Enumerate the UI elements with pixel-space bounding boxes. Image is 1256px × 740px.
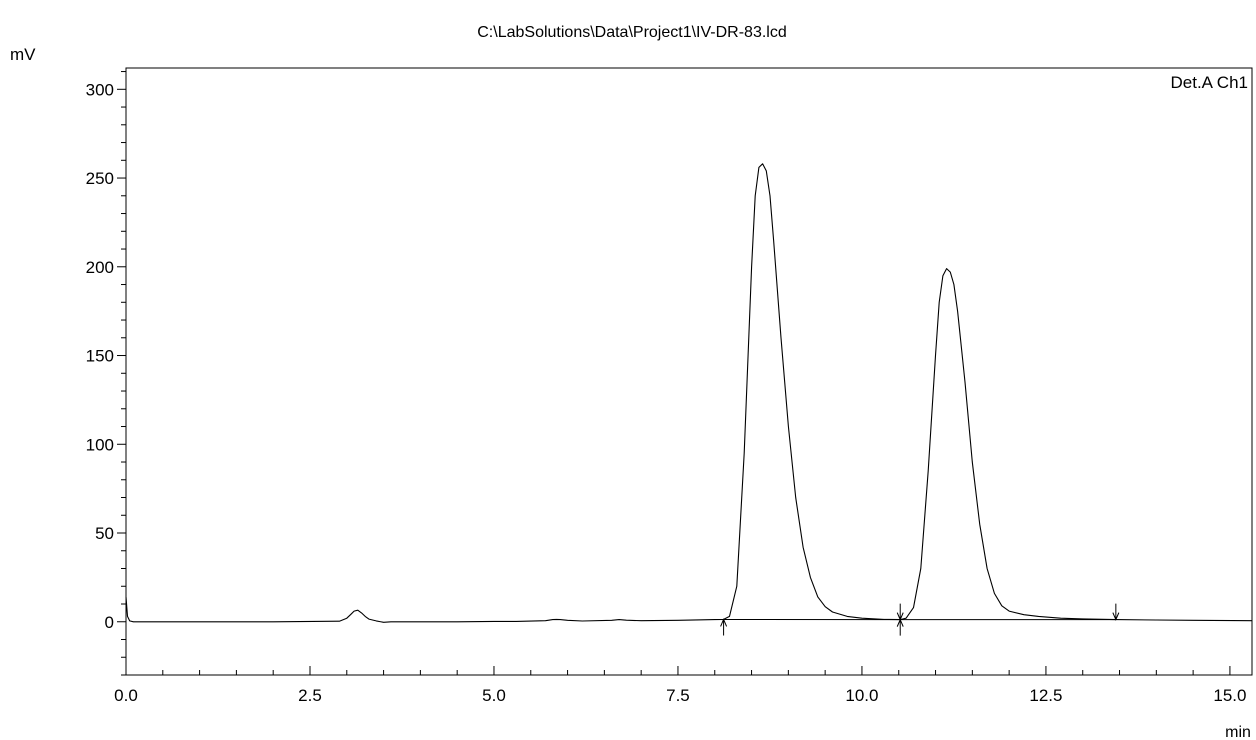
peak-start-marker xyxy=(720,618,728,636)
x-tick-label: 5.0 xyxy=(482,686,506,705)
peak-end-marker xyxy=(896,603,904,621)
x-tick-label: 7.5 xyxy=(666,686,690,705)
x-tick-label: 10.0 xyxy=(845,686,878,705)
y-axis-unit-label: mV xyxy=(10,45,36,64)
x-tick-label: 15.0 xyxy=(1213,686,1246,705)
x-tick-label: 0.0 xyxy=(114,686,138,705)
y-tick-label: 150 xyxy=(86,347,114,366)
y-tick-label: 50 xyxy=(95,524,114,543)
plot-frame xyxy=(125,67,1253,676)
x-tick-label: 12.5 xyxy=(1029,686,1062,705)
detector-channel-label: Det.A Ch1 xyxy=(1171,73,1249,92)
chromatogram-trace xyxy=(125,163,1253,623)
y-tick-label: 250 xyxy=(86,169,114,188)
y-tick-label: 0 xyxy=(105,613,114,632)
peak-start-marker xyxy=(896,618,904,636)
x-tick-label: 2.5 xyxy=(298,686,322,705)
chart-title: C:\LabSolutions\Data\Project1\IV-DR-83.l… xyxy=(477,24,786,41)
peak-end-marker xyxy=(1112,603,1120,621)
y-tick-label: 200 xyxy=(86,258,114,277)
y-tick-label: 300 xyxy=(86,80,114,99)
x-axis-unit-label: min xyxy=(1225,724,1251,740)
y-tick-label: 100 xyxy=(86,435,114,454)
